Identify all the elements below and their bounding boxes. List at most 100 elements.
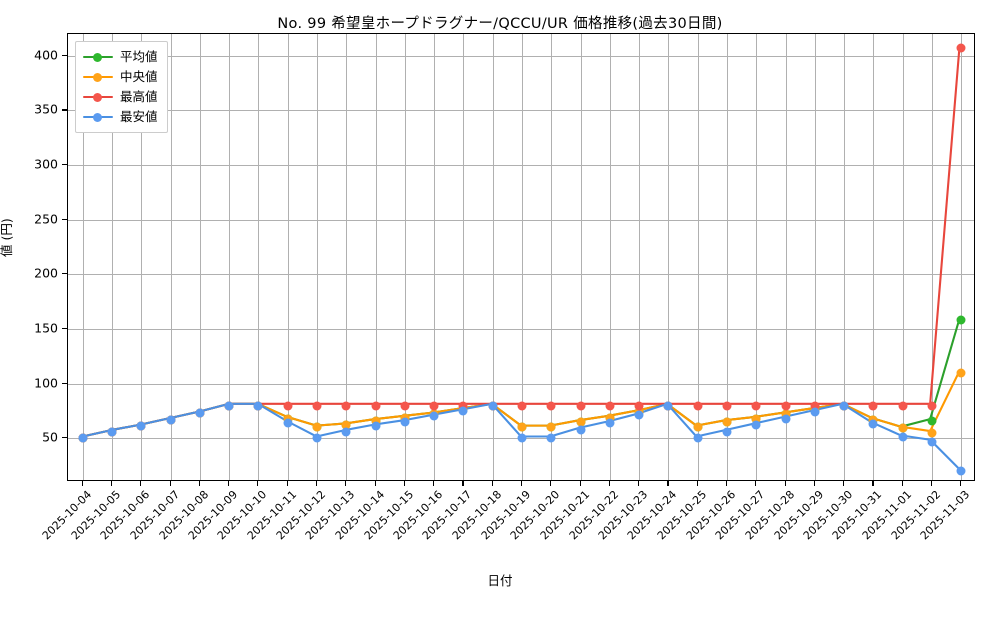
y-tick-mark xyxy=(62,164,67,166)
data-point xyxy=(839,401,849,410)
data-point xyxy=(781,414,791,424)
legend-item-平均値[interactable]: 平均値 xyxy=(83,47,158,67)
grid-line-horizontal xyxy=(68,110,974,112)
grid-line-vertical xyxy=(961,34,963,480)
legend-item-最高値[interactable]: 最高値 xyxy=(83,87,158,107)
grid-line-vertical xyxy=(316,34,318,480)
x-tick-mark xyxy=(315,481,318,486)
x-tick-mark xyxy=(843,481,845,486)
x-tick-mark xyxy=(638,481,640,486)
data-point xyxy=(751,420,761,430)
data-point xyxy=(517,401,527,410)
y-tick-label: 250 xyxy=(34,211,58,227)
grid-line-horizontal xyxy=(68,329,974,331)
grid-line-vertical xyxy=(463,34,465,480)
grid-line-vertical xyxy=(170,34,172,480)
data-point xyxy=(195,408,205,418)
x-tick-mark xyxy=(608,481,610,486)
data-point xyxy=(78,433,88,443)
grid-line-vertical xyxy=(697,34,699,480)
x-tick-mark xyxy=(901,481,903,486)
data-point xyxy=(898,423,908,433)
grid-line-vertical xyxy=(932,34,934,480)
data-point xyxy=(810,407,820,417)
grid-line-vertical xyxy=(756,34,758,480)
y-tick-label: 50 xyxy=(42,429,58,445)
data-point xyxy=(371,401,381,410)
x-tick-mark xyxy=(726,481,728,486)
x-tick-mark xyxy=(286,481,288,486)
data-point xyxy=(722,427,732,437)
grid-line-vertical xyxy=(111,34,113,480)
data-point xyxy=(956,368,966,378)
x-tick-mark xyxy=(696,481,698,486)
legend-item-最安値[interactable]: 最安値 xyxy=(83,107,158,127)
data-point xyxy=(751,414,761,424)
data-point xyxy=(634,410,644,420)
x-tick-mark xyxy=(960,481,962,486)
data-point xyxy=(341,401,351,410)
data-point xyxy=(781,401,791,410)
legend-swatch-icon xyxy=(83,111,113,123)
y-axis-label: 値 (円) xyxy=(0,218,14,257)
data-point xyxy=(546,401,556,410)
x-tick-mark xyxy=(931,481,933,486)
legend-item-中央値[interactable]: 中央値 xyxy=(83,67,158,87)
data-point xyxy=(458,401,468,410)
grid-line-vertical xyxy=(404,34,406,480)
data-point xyxy=(371,421,381,431)
data-point xyxy=(605,413,615,423)
legend-dot-icon xyxy=(93,113,102,122)
data-point xyxy=(576,401,586,410)
grid-line-vertical xyxy=(814,34,816,480)
y-tick-label: 200 xyxy=(34,265,58,281)
y-tick-label: 300 xyxy=(34,156,58,172)
y-tick-mark xyxy=(62,273,67,275)
x-tick-mark xyxy=(81,481,83,486)
grid-line-horizontal xyxy=(68,55,974,57)
data-point xyxy=(224,401,234,410)
legend-label: 最安値 xyxy=(120,108,158,124)
x-tick-mark xyxy=(491,481,493,486)
y-tick-mark xyxy=(62,54,67,56)
data-point xyxy=(341,420,351,430)
x-tick-mark xyxy=(784,481,786,486)
x-tick-mark xyxy=(579,481,581,486)
grid-line-vertical xyxy=(82,34,84,480)
legend-label: 最高値 xyxy=(120,88,158,104)
data-point xyxy=(283,401,293,410)
y-tick-mark xyxy=(62,328,67,330)
grid-line-vertical xyxy=(727,34,729,480)
grid-line-vertical xyxy=(346,34,348,480)
grid-line-horizontal xyxy=(68,219,974,221)
chart-legend: 平均値中央値 最高値最安値 xyxy=(75,41,168,133)
grid-line-vertical xyxy=(580,34,582,480)
data-point xyxy=(693,433,703,443)
grid-line-vertical xyxy=(199,34,201,480)
y-tick-mark xyxy=(62,109,67,111)
data-point xyxy=(927,437,937,447)
x-tick-mark xyxy=(667,481,669,486)
grid-layer xyxy=(68,34,974,480)
x-axis-label: 日付 xyxy=(487,573,513,588)
data-point xyxy=(663,401,673,410)
data-point xyxy=(517,422,527,432)
data-point xyxy=(136,421,146,431)
y-tick-label: 100 xyxy=(34,375,58,391)
data-point xyxy=(810,401,820,410)
data-point xyxy=(956,315,966,325)
grid-line-vertical xyxy=(902,34,904,480)
grid-line-horizontal xyxy=(68,274,974,276)
grid-line-vertical xyxy=(785,34,787,480)
legend-label: 平均値 xyxy=(120,48,158,64)
data-point xyxy=(898,432,908,442)
grid-line-vertical xyxy=(258,34,260,480)
data-point xyxy=(429,411,439,421)
y-tick-label: 400 xyxy=(34,47,58,63)
data-point xyxy=(956,466,966,476)
data-point xyxy=(546,433,556,443)
x-tick-mark xyxy=(433,481,435,486)
grid-line-vertical xyxy=(639,34,641,480)
data-point xyxy=(576,417,586,427)
x-tick-mark xyxy=(403,481,405,486)
